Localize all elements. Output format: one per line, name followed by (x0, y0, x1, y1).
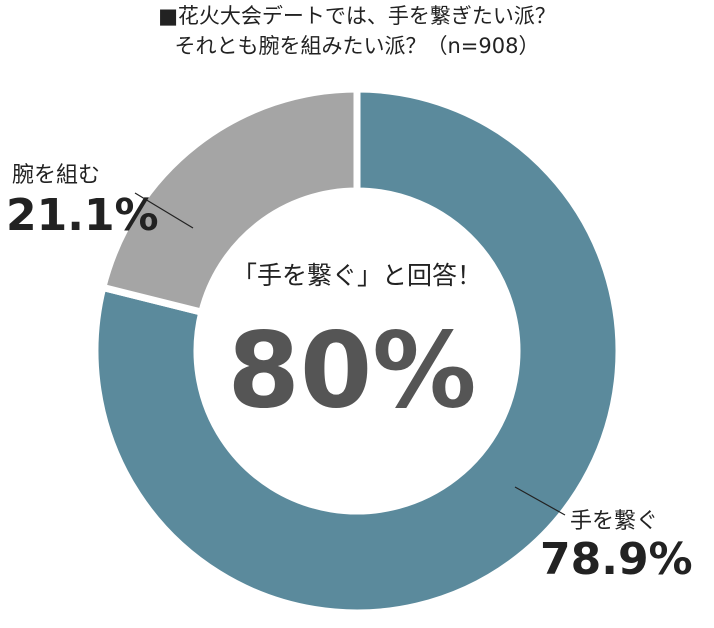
leader-line (514, 486, 566, 516)
category-label: 腕を組む (12, 163, 100, 188)
category-label: 手を繋ぐ (570, 509, 658, 534)
chart-subtitle: それとも腕を組みたい派？（n=908） (175, 34, 540, 58)
donut-segment (91, 85, 623, 617)
leader-line (134, 192, 194, 229)
value-label: 78.9% (540, 534, 693, 585)
center-caption: 「手を繋ぐ」と回答！ (232, 261, 482, 290)
chart-title: ■花火大会デートでは、手を繋ぎたい派？ (158, 4, 556, 28)
center-value: 80% (228, 309, 477, 431)
donut-segment (98, 85, 361, 317)
value-label: 21.1% (6, 190, 159, 241)
